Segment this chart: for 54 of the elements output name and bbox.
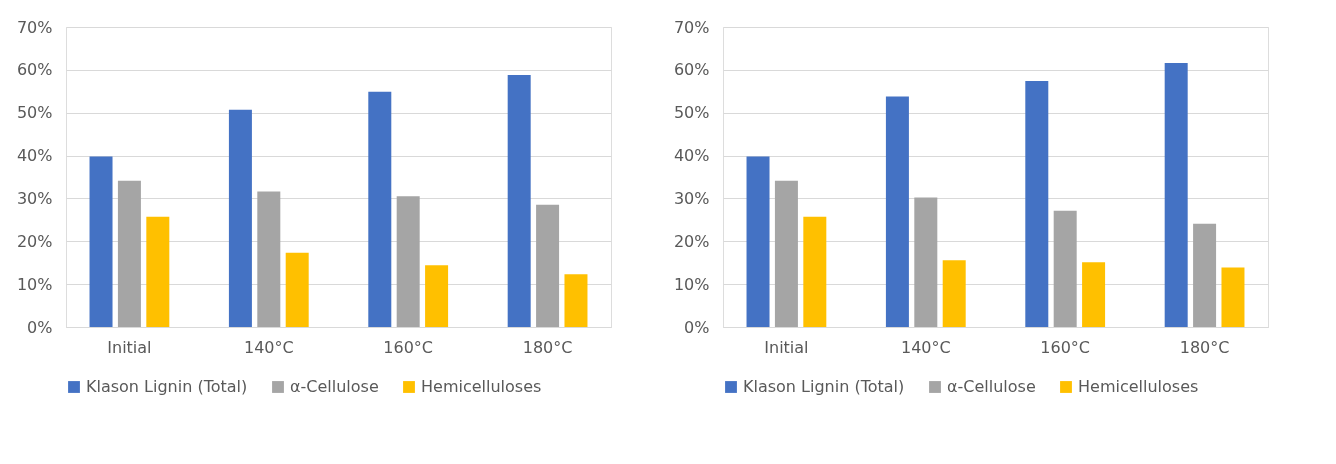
y-tick-label: 40% — [16, 146, 53, 166]
bar — [914, 197, 938, 327]
bar — [774, 180, 798, 327]
x-tick-label: Initial — [764, 337, 809, 357]
bar — [536, 204, 560, 327]
bar — [564, 274, 588, 327]
bar — [507, 75, 531, 327]
x-tick-label: 160°C — [383, 337, 434, 357]
legend-label: Hemicelluloses — [1078, 377, 1199, 396]
y-tick-label: 70% — [673, 17, 710, 37]
bar — [1221, 267, 1245, 327]
x-tick-label: 180°C — [1179, 337, 1230, 357]
bar — [942, 260, 966, 327]
x-tick-label: Initial — [107, 337, 152, 357]
bar — [803, 216, 827, 327]
y-tick-label: 20% — [673, 231, 710, 251]
y-tick-label: 50% — [673, 103, 710, 123]
legend-label: α-Cellulose — [947, 377, 1036, 396]
y-tick-label: 30% — [16, 188, 53, 208]
y-tick-label: 20% — [16, 231, 53, 251]
legend-label: Klason Lignin (Total) — [743, 377, 905, 396]
y-tick-label: 60% — [16, 60, 53, 80]
bar — [1053, 210, 1077, 327]
x-tick-label: 180°C — [522, 337, 573, 357]
y-tick-label: 30% — [673, 188, 710, 208]
bar — [1082, 262, 1106, 327]
bar — [885, 96, 909, 327]
legend-label: α-Cellulose — [290, 377, 379, 396]
x-tick-label: 140°C — [243, 337, 294, 357]
bar — [257, 191, 281, 327]
bar — [1025, 81, 1049, 327]
y-tick-label: 10% — [16, 274, 53, 294]
y-tick-label: 0% — [684, 317, 710, 337]
legend-label: Hemicelluloses — [421, 377, 542, 396]
bar — [396, 196, 420, 327]
x-tick-label: 140°C — [900, 337, 951, 357]
bar — [1164, 63, 1188, 327]
y-tick-label: 60% — [673, 60, 710, 80]
y-tick-label: 10% — [673, 274, 710, 294]
bar — [146, 216, 170, 327]
bar — [368, 91, 392, 327]
bar — [89, 156, 113, 327]
x-tick-label: 160°C — [1040, 337, 1091, 357]
bar — [425, 265, 449, 327]
y-tick-label: 50% — [16, 103, 53, 123]
bar — [1193, 223, 1217, 327]
bar — [117, 180, 141, 327]
legend-label: Klason Lignin (Total) — [86, 377, 248, 396]
y-tick-label: 40% — [673, 146, 710, 166]
y-tick-label: 0% — [27, 317, 53, 337]
bar — [285, 252, 309, 327]
bar — [746, 156, 770, 327]
bar — [228, 109, 252, 327]
y-tick-label: 70% — [16, 17, 53, 37]
